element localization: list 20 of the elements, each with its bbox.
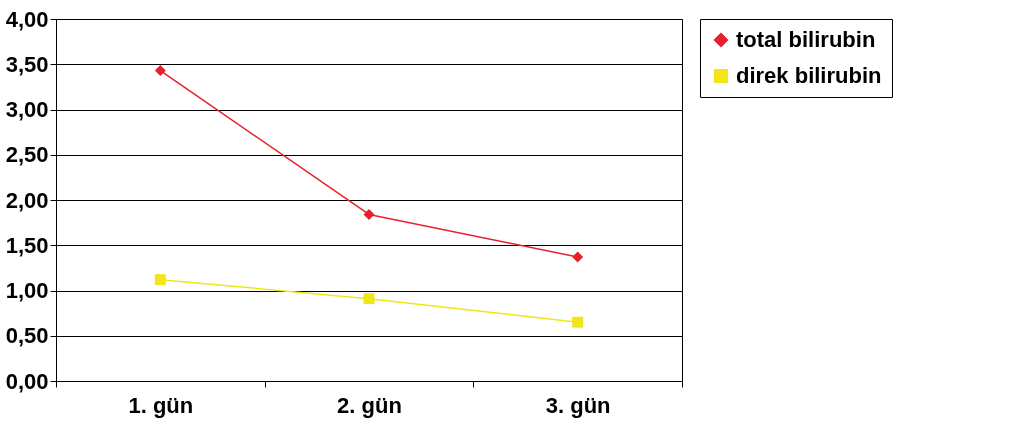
y-tick-label: 2,50 (5, 142, 49, 168)
x-tick-label: 1. gün (128, 392, 194, 418)
legend-label: direk bilirubin (736, 63, 882, 88)
y-tick-label: 3,50 (5, 51, 49, 77)
point (572, 251, 584, 263)
legend-label: total bilirubin (736, 27, 876, 52)
point (154, 65, 166, 77)
x-tick-label: 3. gün (545, 392, 611, 418)
x-tick-label: 2. gün (337, 392, 402, 418)
y-tick-label: 2,00 (5, 187, 49, 213)
y-tick-label: 3,00 (5, 97, 49, 122)
y-tick-label: 0,00 (5, 368, 49, 394)
point (572, 316, 584, 328)
y-tick-label: 1,50 (5, 232, 49, 258)
point (363, 209, 375, 220)
y-tick-label: 4,00 (5, 6, 49, 32)
y-tick-label: 0,50 (5, 323, 49, 349)
point (154, 274, 166, 286)
point (363, 293, 375, 305)
y-tick-label: 1,00 (5, 278, 49, 303)
